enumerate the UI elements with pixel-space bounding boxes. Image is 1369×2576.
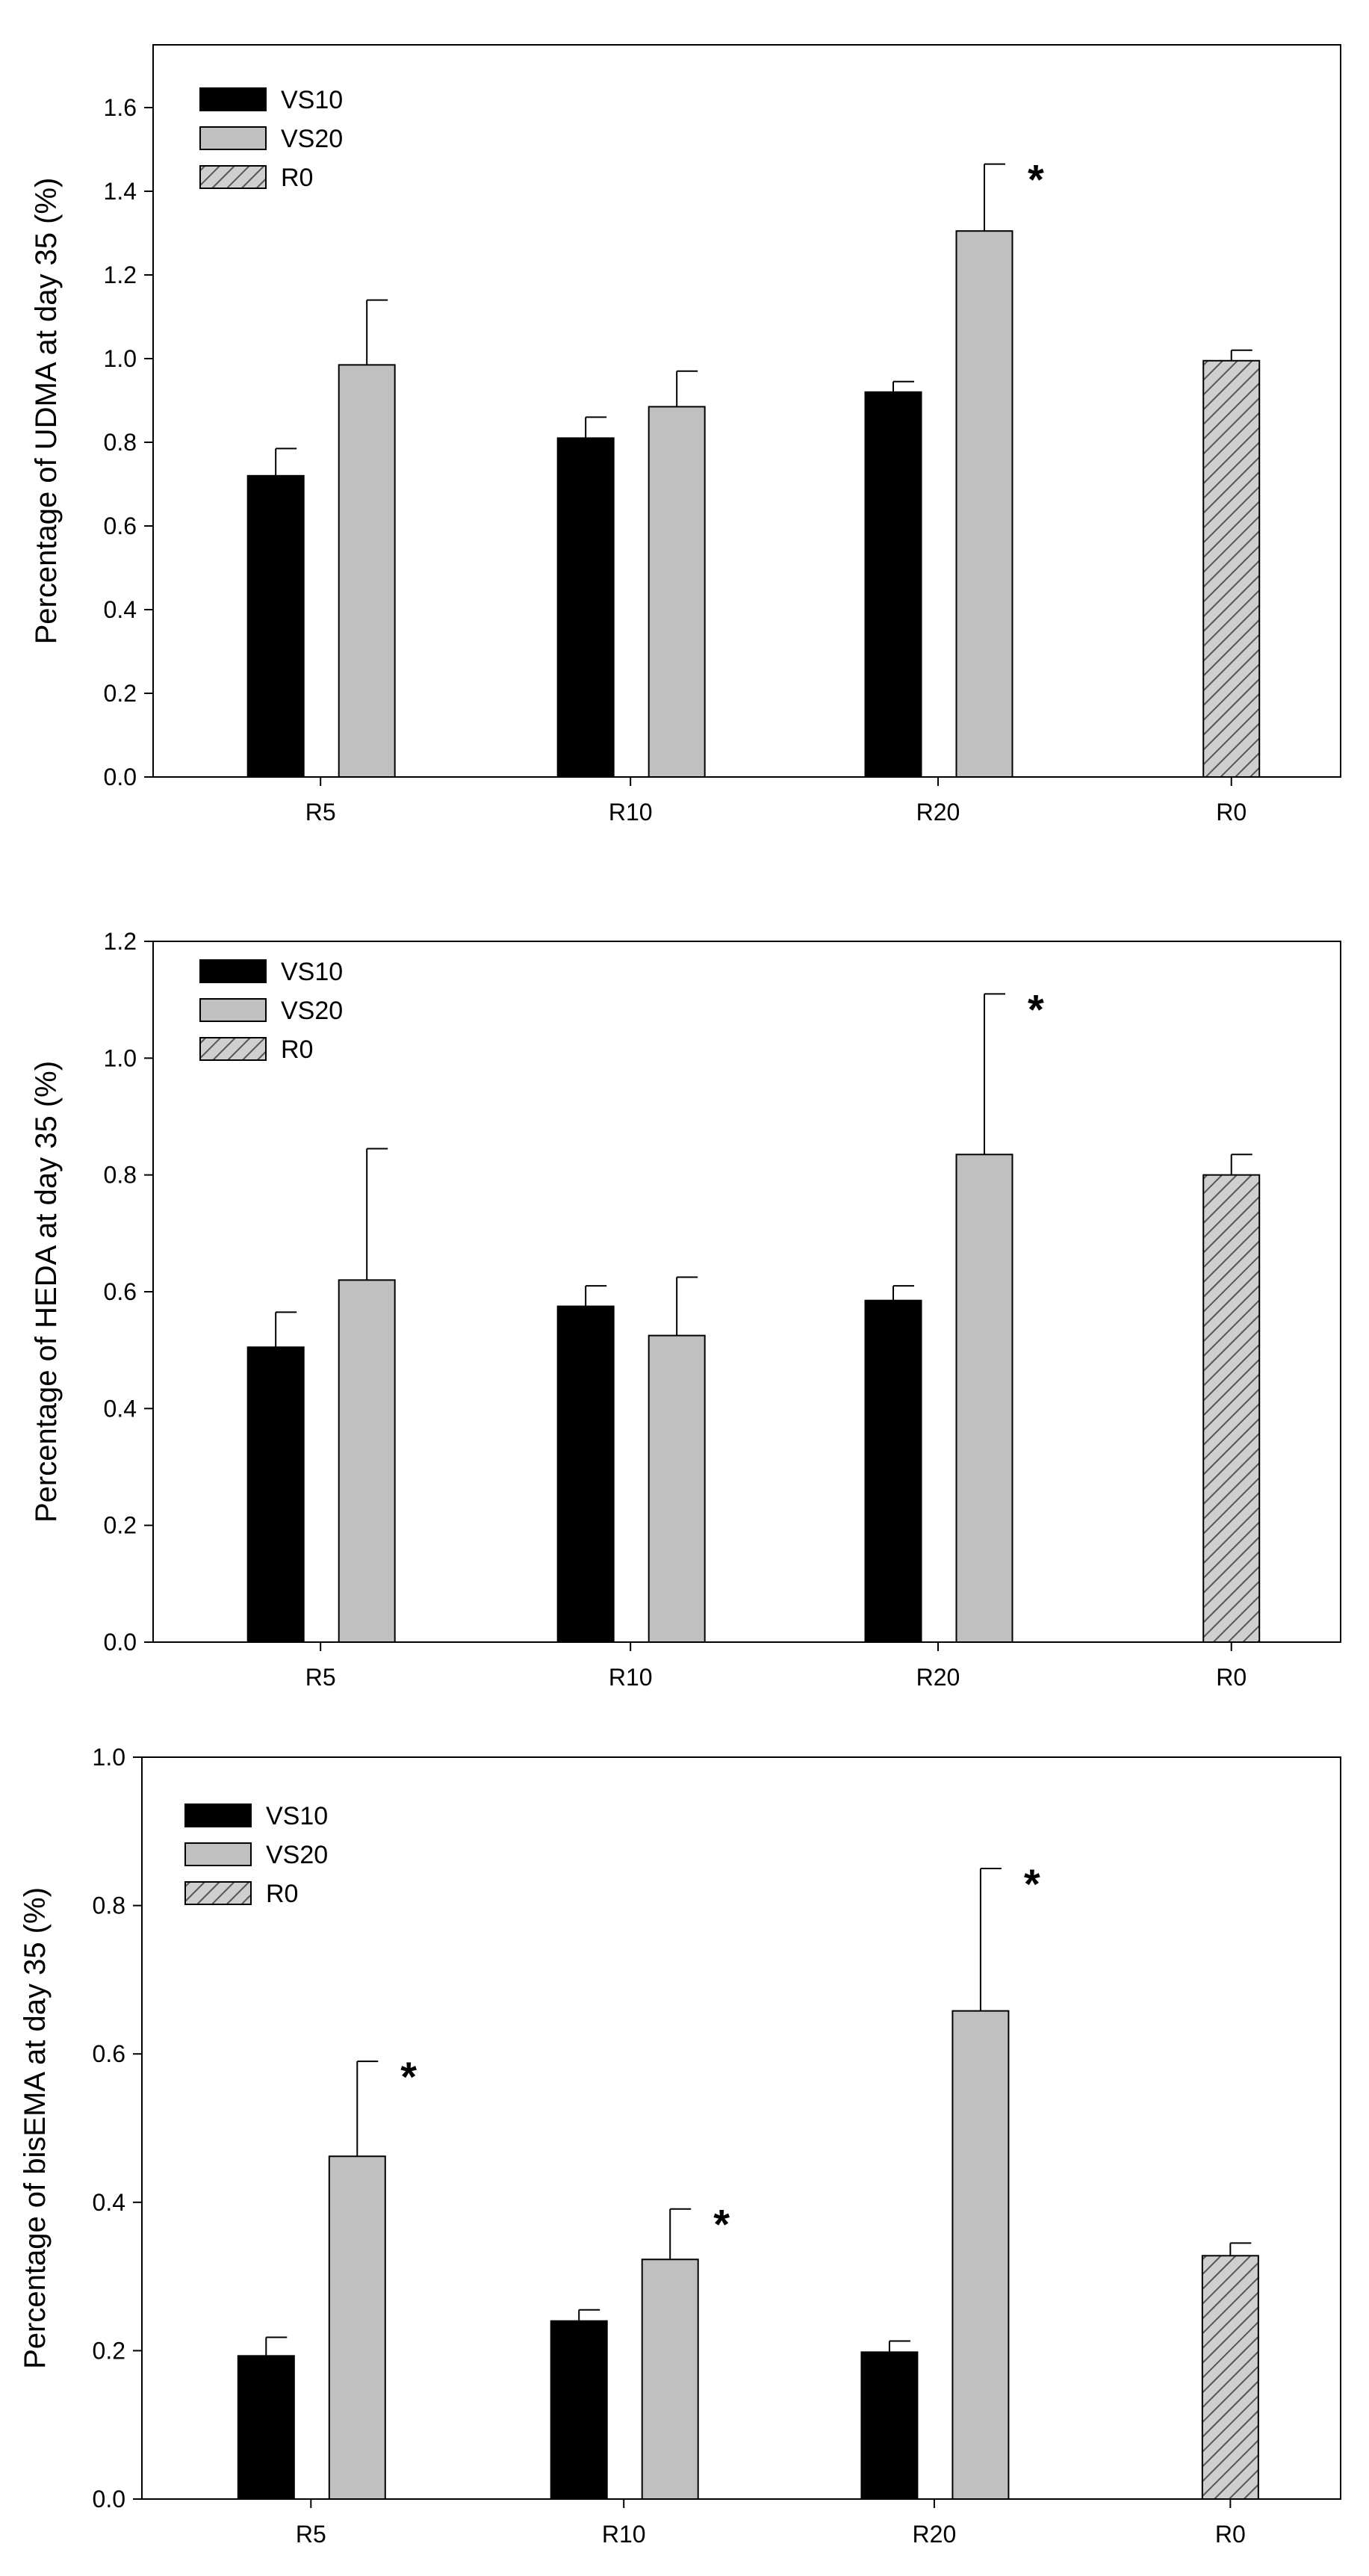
x-tick-label: R5 xyxy=(305,1664,336,1691)
legend-swatch-vs10 xyxy=(199,959,267,983)
legend-label-vs20: VS20 xyxy=(266,1841,328,1869)
legend-swatch-r0 xyxy=(199,1037,267,1061)
chart-heda: 0.0 0.2 0.4 0.6 0.8 1.0 1.2 Percentage of HEDA … xyxy=(30,928,1341,1691)
x-tick-label: R0 xyxy=(1215,2521,1246,2548)
y-tick-label: 0.6 xyxy=(104,513,137,539)
y-tick-label: 0.4 xyxy=(93,2189,125,2216)
legend-swatch-vs20 xyxy=(184,1842,252,1866)
bar-vs10-r5 xyxy=(237,2355,295,2501)
legend-swatch-vs20 xyxy=(199,998,267,1022)
y-tick-label: 1.0 xyxy=(104,345,137,372)
bar-vs10-r5 xyxy=(246,1346,305,1643)
y-tick-label: 1.2 xyxy=(104,261,137,288)
y-axis-label: Percentage of UDMA at day 35 (%) xyxy=(30,178,63,645)
bar-vs20-r10 xyxy=(648,1334,706,1643)
y-tick-label: 0.8 xyxy=(104,1162,137,1189)
bar-vs10-r20 xyxy=(864,1299,922,1643)
y-tick-label: 1.4 xyxy=(104,178,137,205)
bar-vs20-r5 xyxy=(328,2155,386,2500)
bar-vs10-r10 xyxy=(550,2320,608,2500)
bar-r0-r0 xyxy=(1202,1174,1261,1643)
significance-star: * xyxy=(1024,1860,1040,1907)
legend-label-vs10: VS10 xyxy=(281,958,343,986)
significance-star: * xyxy=(1028,985,1044,1032)
x-tick-label: R20 xyxy=(916,1664,960,1691)
bar-vs20-r5 xyxy=(338,1279,396,1644)
bar-r0-r0 xyxy=(1201,2255,1259,2500)
plot-frame xyxy=(152,44,1341,778)
bar-vs20-r20 xyxy=(952,2010,1010,2500)
bar-vs10-r20 xyxy=(864,391,922,778)
x-tick-label: R10 xyxy=(609,1664,653,1691)
legend-label-vs20: VS20 xyxy=(281,997,343,1025)
legend-swatch-r0 xyxy=(184,1881,252,1905)
bar-vs20-r20 xyxy=(955,230,1013,778)
legend-swatch-vs10 xyxy=(184,1803,252,1827)
chart-udma: 0.0 0.2 0.4 0.6 0.8 1.0 1.2 1.4 1.6 Percentage of… xyxy=(30,44,1341,826)
legend-swatch-r0 xyxy=(199,165,267,189)
y-tick-label: 0.6 xyxy=(104,1278,137,1305)
x-tick-label: R0 xyxy=(1216,799,1247,826)
y-tick-label: 0.4 xyxy=(104,596,137,623)
chart-bisema: 0.0 0.2 0.4 0.6 0.8 1.0 Percentage of bisEMA a… xyxy=(19,1744,1341,2548)
y-tick-label: 0.2 xyxy=(104,1512,137,1539)
bar-r0-r0 xyxy=(1202,359,1261,778)
legend-label-r0: R0 xyxy=(281,1035,313,1064)
x-tick-label: R0 xyxy=(1216,1664,1247,1691)
legend-label-vs10: VS10 xyxy=(281,86,343,114)
y-tick-label: 1.2 xyxy=(104,928,137,955)
bar-vs20-r20 xyxy=(955,1154,1013,1643)
y-tick-label: 0.0 xyxy=(104,764,137,790)
x-tick-label: R5 xyxy=(305,799,336,826)
legend-label-vs20: VS20 xyxy=(281,125,343,153)
y-tick-label: 0.8 xyxy=(104,429,137,456)
bar-vs10-r20 xyxy=(860,2351,919,2500)
significance-star: * xyxy=(713,2201,730,2248)
legend-label-vs10: VS10 xyxy=(266,1802,328,1830)
legend-label-r0: R0 xyxy=(266,1880,298,1908)
y-tick-label: 1.0 xyxy=(93,1744,125,1771)
bar-vs20-r10 xyxy=(641,2258,699,2500)
bar-vs10-r10 xyxy=(556,437,615,778)
bar-vs20-r10 xyxy=(648,406,706,778)
legend-swatch-vs10 xyxy=(199,87,267,111)
y-tick-label: 0.6 xyxy=(93,2040,125,2067)
plot-frame xyxy=(141,1756,1341,2500)
plot-frame xyxy=(152,941,1341,1643)
bar-vs10-r5 xyxy=(246,474,305,778)
y-tick-label: 0.2 xyxy=(93,2337,125,2364)
y-tick-label: 0.8 xyxy=(93,1892,125,1919)
significance-star: * xyxy=(1028,156,1044,203)
significance-star: * xyxy=(400,2053,417,2100)
y-axis-label: Percentage of HEDA at day 35 (%) xyxy=(30,1061,63,1523)
x-tick-label: R10 xyxy=(602,2521,646,2548)
y-axis-label: Percentage of bisEMA at day 35 (%) xyxy=(19,1887,52,2369)
legend-label-r0: R0 xyxy=(281,164,313,192)
bar-vs20-r5 xyxy=(338,364,396,778)
y-tick-label: 0.0 xyxy=(104,1629,137,1656)
y-tick-label: 1.6 xyxy=(104,94,137,121)
x-tick-label: R20 xyxy=(916,799,960,826)
bar-vs10-r10 xyxy=(556,1305,615,1643)
x-tick-label: R20 xyxy=(913,2521,957,2548)
x-tick-label: R10 xyxy=(609,799,653,826)
y-tick-label: 0.2 xyxy=(104,680,137,707)
legend-swatch-vs20 xyxy=(199,126,267,150)
y-tick-label: 0.4 xyxy=(104,1395,137,1422)
x-tick-label: R5 xyxy=(296,2521,326,2548)
y-tick-label: 0.0 xyxy=(93,2486,125,2512)
y-tick-label: 1.0 xyxy=(104,1044,137,1071)
